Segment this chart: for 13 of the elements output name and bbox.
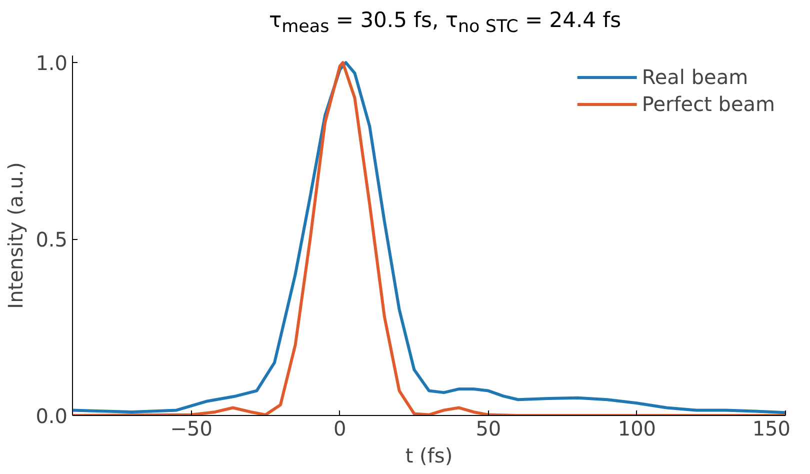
legend-label: Real beam — [642, 65, 748, 89]
x-axis-title: t (fs) — [405, 444, 453, 468]
x-tick-label: −50 — [170, 416, 212, 440]
x-tick-label: 50 — [476, 416, 502, 440]
x-tick-label: 150 — [752, 416, 791, 440]
y-tick-label: 1.0 — [36, 51, 68, 76]
y-tick-label: 0.0 — [36, 404, 68, 428]
x-tick-label: 100 — [618, 416, 656, 440]
chart-title: τ$_{meas}$ = 30.5 fs, τ$_{no STC}$ = 24.4 fs — [268, 7, 622, 40]
y-tick-label: 0.5 — [36, 228, 68, 252]
legend-label: Perfect beam — [642, 92, 775, 116]
x-tick-label: 0 — [334, 416, 346, 440]
y-axis-title: Intensity (a.u.) — [4, 162, 28, 309]
